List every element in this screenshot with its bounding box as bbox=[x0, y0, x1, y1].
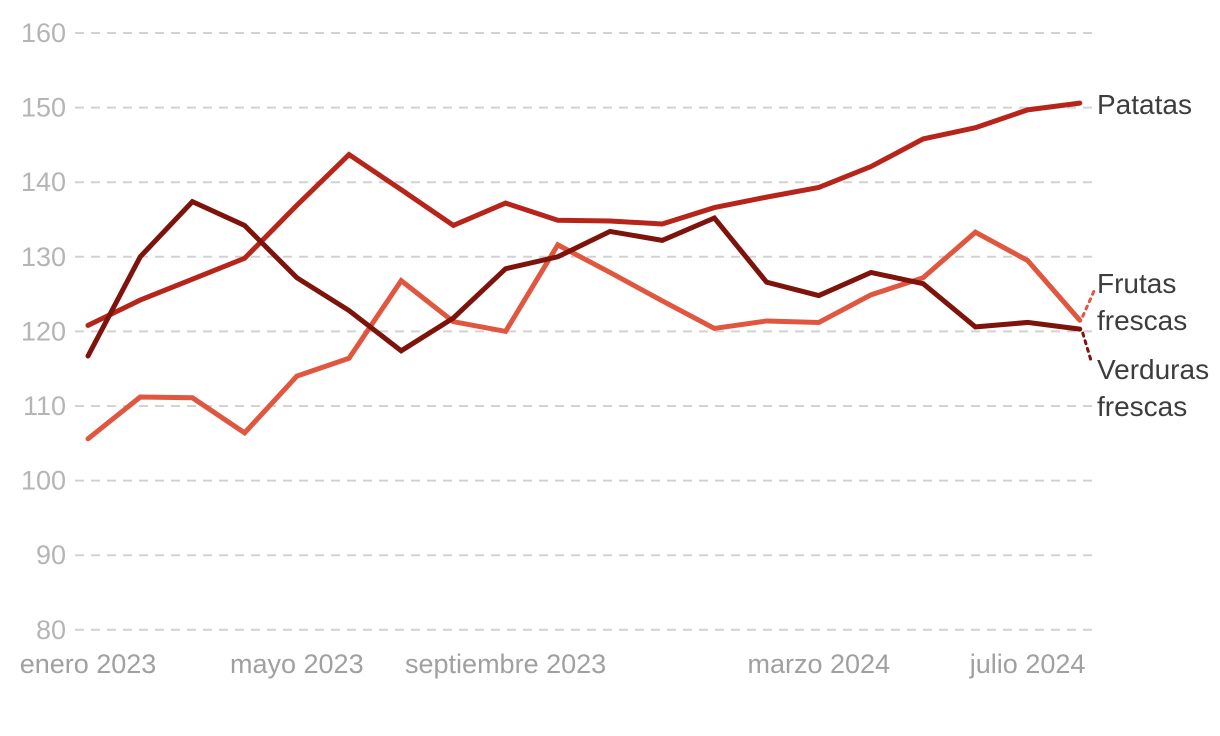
x-axis-tick-label: enero 2023 bbox=[20, 649, 157, 679]
y-axis-tick-label: 80 bbox=[36, 615, 66, 645]
x-axis-tick-label: marzo 2024 bbox=[748, 649, 891, 679]
y-axis-tick-label: 130 bbox=[21, 242, 66, 272]
series-line-patatas bbox=[85, 100, 1083, 328]
y-axis-tick-label: 140 bbox=[21, 167, 66, 197]
y-axis-tick-label: 160 bbox=[21, 18, 66, 48]
series-label-verduras-frescas: Verduras frescas bbox=[1097, 354, 1210, 422]
y-axis-tick-label: 90 bbox=[36, 540, 66, 570]
y-axis-tick-label: 120 bbox=[21, 316, 66, 346]
y-axis-tick-label: 110 bbox=[23, 391, 66, 421]
x-axis-tick-label: mayo 2023 bbox=[230, 649, 364, 679]
y-axis-tick-label: 150 bbox=[21, 93, 66, 123]
series-label-frutas-frescas: Frutas frescas bbox=[1097, 268, 1188, 336]
y-axis-tick-label: 100 bbox=[21, 466, 66, 496]
series-label-patatas: Patatas bbox=[1097, 89, 1192, 120]
leader-line-verduras-frescas bbox=[1081, 331, 1094, 365]
x-axis-tick-label: septiembre 2023 bbox=[405, 649, 606, 679]
leader-line-frutas-frescas bbox=[1081, 287, 1097, 318]
x-axis-tick-label: julio 2024 bbox=[969, 649, 1086, 679]
series-line-verduras-frescas bbox=[85, 198, 1083, 359]
